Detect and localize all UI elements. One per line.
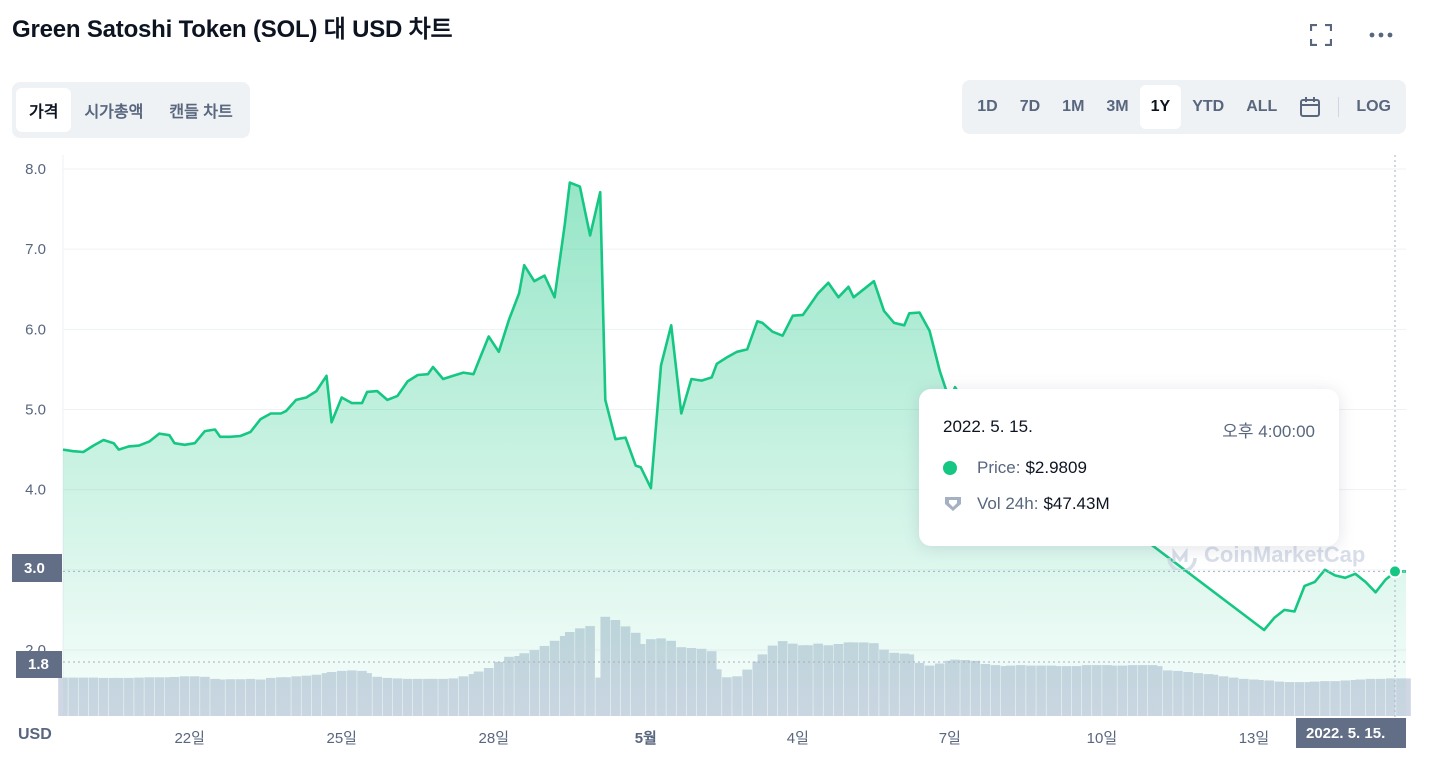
- range-ytd[interactable]: YTD: [1192, 98, 1225, 115]
- calendar-icon[interactable]: [1288, 85, 1332, 129]
- y-tick-label: 6.0: [25, 321, 46, 338]
- y-tick-label: 8.0: [25, 161, 46, 178]
- tooltip-price-row: Price: $2.9809: [943, 458, 1087, 478]
- range-1m[interactable]: 1M: [1062, 98, 1085, 115]
- chart-type-tabs: 가격 시가총액 캔들 차트: [12, 82, 250, 138]
- tab-price[interactable]: 가격: [16, 88, 72, 132]
- more-icon[interactable]: [1368, 22, 1394, 48]
- tooltip-date: 2022. 5. 15.: [943, 417, 1033, 436]
- y-tick-label: 4.0: [25, 482, 46, 499]
- log-toggle[interactable]: LOG: [1356, 98, 1391, 115]
- x-tick-label: 5월: [635, 730, 657, 747]
- time-range-tabs: 1D 7D 1M 3M 1Y YTD ALL LOG: [962, 80, 1406, 134]
- current-price-label: 3.0: [12, 554, 62, 582]
- watermark-text: CoinMarketCap: [1204, 542, 1366, 567]
- hover-point: [1388, 564, 1402, 579]
- range-7d[interactable]: 7D: [1019, 98, 1041, 115]
- page-title: Green Satoshi Token (SOL) 대 USD 차트: [12, 16, 453, 43]
- y-tick-label: 5.0: [25, 402, 46, 419]
- chart-tooltip: 2022. 5. 15. 오후 4:00:00 Price: $2.9809 V…: [919, 389, 1339, 546]
- range-1y[interactable]: 1Y: [1139, 85, 1182, 129]
- range-all[interactable]: ALL: [1246, 98, 1278, 115]
- currency-label: USD: [18, 726, 52, 743]
- tooltip-price-value: $2.9809: [1025, 458, 1087, 477]
- tooltip-time: 오후 4:00:00: [1222, 422, 1315, 441]
- y-tick-label: 7.0: [25, 241, 46, 258]
- tooltip-volume-row: Vol 24h: $47.43M: [943, 494, 1110, 514]
- tooltip-volume-value: $47.43M: [1043, 494, 1110, 513]
- x-tick-label: 25일: [326, 730, 357, 747]
- x-tick-label: 10일: [1087, 730, 1118, 747]
- x-tick-label: 4일: [787, 730, 809, 747]
- price-line: [62, 181, 1406, 632]
- cursor-date-label: 2022. 5. 15.: [1296, 718, 1406, 748]
- x-tick-label: 22일: [174, 730, 205, 747]
- volume-icon: [945, 497, 961, 511]
- range-1d[interactable]: 1D: [977, 98, 998, 115]
- divider: [1338, 97, 1340, 117]
- price-area: [63, 182, 1406, 717]
- tab-market-cap[interactable]: 시가총액: [84, 104, 144, 121]
- volume-level-label: 1.8: [16, 651, 62, 678]
- x-tick-label: 13일: [1239, 730, 1270, 747]
- fullscreen-icon[interactable]: [1308, 22, 1334, 48]
- tooltip-volume-key: Vol 24h:: [977, 494, 1039, 513]
- x-tick-label: 7일: [939, 730, 961, 747]
- price-dot-icon: [943, 461, 957, 475]
- tooltip-price-key: Price:: [977, 458, 1021, 477]
- range-3m[interactable]: 3M: [1106, 98, 1129, 115]
- watermark: CoinMarketCap: [1166, 540, 1365, 570]
- price-chart[interactable]: 8.07.06.05.04.03.02.0 22일25일28일5월4일7일10일…: [0, 150, 1440, 760]
- tab-candle-chart[interactable]: 캔들 차트: [169, 104, 233, 121]
- x-tick-label: 28일: [479, 730, 510, 747]
